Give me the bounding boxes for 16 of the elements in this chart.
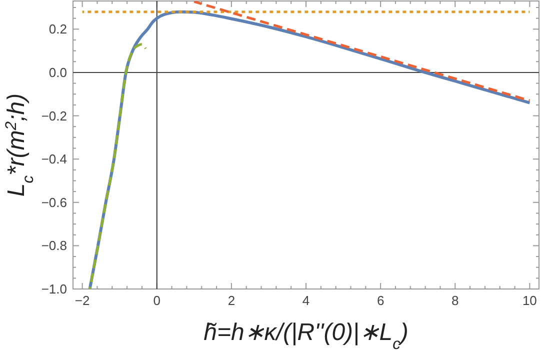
line-series xyxy=(88,43,147,289)
x-axis-title: h̃=h∗κ/(|R''(0)|∗L$_{c}$) xyxy=(204,319,408,350)
x-tick-label: −2 xyxy=(74,293,90,308)
y-tick-label: −0.6 xyxy=(41,194,67,210)
y-tick-label: 0.0 xyxy=(48,64,67,80)
x-tick-label: 0 xyxy=(153,293,160,308)
x-tick-label: 2 xyxy=(228,293,236,308)
x-tick-label: 10 xyxy=(522,293,537,308)
y-tick-label: −0.4 xyxy=(41,152,67,167)
y-tick-label: −0.8 xyxy=(41,238,67,254)
y-tick-label: −1.0 xyxy=(41,282,67,296)
x-tick-label: 8 xyxy=(452,293,459,308)
x-tick-label: 4 xyxy=(302,293,310,308)
x-tick-label: 6 xyxy=(376,293,384,308)
y-tick-label: 0.2 xyxy=(48,22,67,37)
y-tick-label: −0.2 xyxy=(41,108,67,124)
